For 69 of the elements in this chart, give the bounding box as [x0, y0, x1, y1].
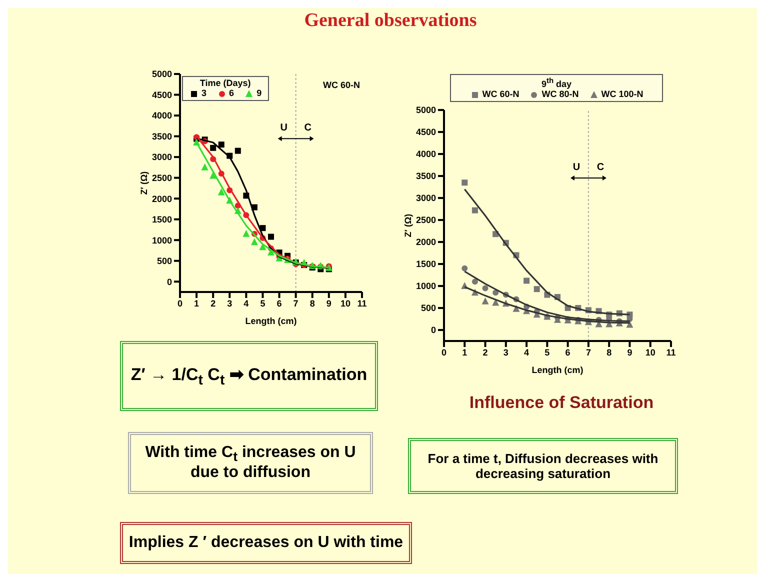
legend-label: WC 100-N [601, 89, 644, 99]
x-tick-label: 7 [293, 298, 298, 308]
x-tick-label: 11 [357, 298, 367, 308]
y-tick-label: 500 [420, 302, 436, 313]
y-tick-label: 2500 [416, 214, 436, 225]
y-tick-label: 3000 [416, 192, 436, 203]
y-tick-label: 5000 [416, 104, 436, 115]
y-tick-label: 3000 [152, 152, 172, 162]
x-tick-label: 10 [340, 298, 350, 308]
legend-title: 9$^{th}$ day [541, 76, 572, 89]
y-tick-label: 2500 [152, 173, 172, 184]
y-tick-label: 0 [430, 324, 436, 335]
y-tick-label: 4500 [416, 126, 436, 137]
x-tick-label: 11 [666, 347, 676, 358]
legend-label: WC 60-N [482, 89, 520, 99]
x-tick-label: 3 [503, 347, 508, 358]
x-tick-label: 4 [244, 298, 249, 308]
x-tick-label: 7 [586, 347, 591, 358]
x-tick-label: 2 [482, 347, 488, 358]
y-tick-label: 3500 [152, 131, 172, 142]
x-tick-label: 1 [462, 347, 468, 358]
y-axis-title: Z′ (Ω) [139, 171, 150, 195]
x-tick-label: 9 [326, 298, 332, 308]
x-axis-title: Length (cm) [245, 316, 297, 326]
annotation: U [572, 162, 580, 173]
y-tick-label: 2000 [416, 236, 436, 247]
legend-label: 3 [202, 88, 207, 98]
x-tick-label: 6 [565, 347, 570, 358]
text: Implies Z ′ decreases on U with time [128, 534, 404, 552]
y-tick-label: 4000 [416, 148, 436, 159]
y-tick-label: 1000 [152, 235, 172, 246]
x-tick-label: 2 [210, 298, 216, 308]
y-tick-label: 500 [156, 256, 172, 266]
y-tick-label: 0 [166, 276, 172, 287]
x-tick-label: 3 [227, 298, 232, 308]
legend-label: 9 [256, 88, 262, 98]
text: With time C$_{t}$ increases on U due to diffusion [144, 444, 357, 482]
y-tick-label: 1500 [152, 214, 172, 225]
y-axis-title: Z′ (Ω) [403, 213, 414, 237]
x-tick-label: 10 [645, 347, 656, 358]
y-tick-label: 4000 [152, 110, 172, 121]
text: Influence of Saturation [469, 392, 654, 412]
x-tick-label: 5 [544, 347, 550, 358]
y-tick-label: 2000 [152, 194, 172, 204]
x-tick-label: 5 [260, 298, 266, 308]
y-tick-label: 3500 [416, 170, 436, 181]
text: General observations [304, 10, 477, 31]
x-tick-label: 8 [310, 298, 315, 308]
y-tick-label: 1000 [416, 280, 436, 291]
x-tick-label: 6 [276, 298, 282, 308]
x-tick-label: 0 [441, 347, 447, 358]
annotation: C [596, 162, 604, 173]
x-axis-title: Length (cm) [532, 364, 584, 375]
x-tick-label: 4 [524, 347, 530, 358]
legend-label: WC 80-N [542, 89, 579, 99]
x-tick-label: 0 [177, 298, 183, 308]
y-tick-label: 5000 [152, 69, 172, 80]
text: Z′ → 1/C$_{t}$ C$_{t}$ ➡ Contamination [130, 364, 368, 388]
text: For a time t, Diffusion decreases with decreasing saturation [426, 451, 660, 481]
x-tick-label: 8 [606, 347, 612, 358]
x-tick-label: 9 [627, 347, 632, 358]
annotation: WC 60-N [322, 80, 360, 90]
x-tick-label: 1 [194, 298, 200, 308]
y-tick-label: 4500 [152, 90, 172, 100]
annotation: C [304, 122, 312, 134]
annotation: U [280, 122, 288, 134]
legend-label: 6 [229, 88, 234, 98]
legend-title: Time (Days) [200, 78, 251, 88]
y-tick-label: 1500 [416, 258, 436, 269]
